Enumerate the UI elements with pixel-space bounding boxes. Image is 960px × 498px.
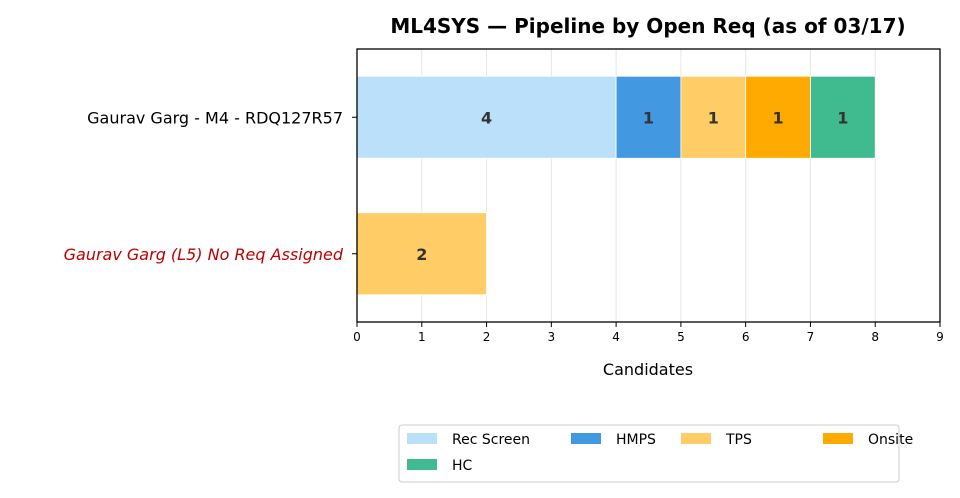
legend-swatch <box>407 433 437 444</box>
legend-swatch <box>681 433 711 444</box>
bars: 4 1 1 1 1 2 <box>356 75 876 296</box>
plot-frame <box>356 48 941 323</box>
x-tick-label: 9 <box>936 330 944 344</box>
legend-label: HC <box>452 458 473 474</box>
x-axis-label: Candidates <box>603 360 693 379</box>
y-category-label: Gaurav Garg - M4 - RDQ127R57 <box>87 108 343 127</box>
legend-label: Rec Screen <box>452 432 530 448</box>
bar-segment <box>745 75 811 159</box>
x-tick-label: 1 <box>418 330 426 344</box>
x-tick-label: 7 <box>807 330 815 344</box>
x-tick-label: 0 <box>353 330 361 344</box>
chart-title: ML4SYS — Pipeline by Open Req (as of 03/… <box>390 14 905 38</box>
bar-value-label: 4 <box>481 108 492 127</box>
bar-value-label: 1 <box>643 108 654 127</box>
x-tick-label: 4 <box>612 330 620 344</box>
legend-swatch <box>571 433 601 444</box>
legend-label: Onsite <box>868 432 913 448</box>
bar-segment <box>810 75 876 159</box>
legend-label: TPS <box>725 432 752 448</box>
x-axis-ticks: 0 1 2 3 4 5 6 7 8 9 <box>353 322 944 344</box>
bar-segment <box>356 212 487 296</box>
legend-label: HMPS <box>616 432 656 448</box>
bar-value-label: 1 <box>772 108 783 127</box>
legend-box <box>398 424 900 483</box>
x-tick-label: 6 <box>742 330 750 344</box>
bar-segment <box>356 75 617 159</box>
y-category-label: Gaurav Garg (L5) No Req Assigned <box>64 245 344 264</box>
bar-value-label: 1 <box>837 108 848 127</box>
y-axis-categories: Gaurav Garg - M4 - RDQ127R57 Gaurav Garg … <box>64 108 357 264</box>
x-tick-label: 2 <box>483 330 491 344</box>
bar-value-label: 2 <box>416 245 427 264</box>
legend: Rec Screen HMPS TPS Onsite HC <box>398 424 913 483</box>
x-tick-label: 3 <box>548 330 556 344</box>
x-tick-label: 8 <box>871 330 879 344</box>
legend-swatch <box>407 459 437 470</box>
legend-swatch <box>823 433 853 444</box>
bar-value-label: 1 <box>708 108 719 127</box>
x-tick-label: 5 <box>677 330 685 344</box>
